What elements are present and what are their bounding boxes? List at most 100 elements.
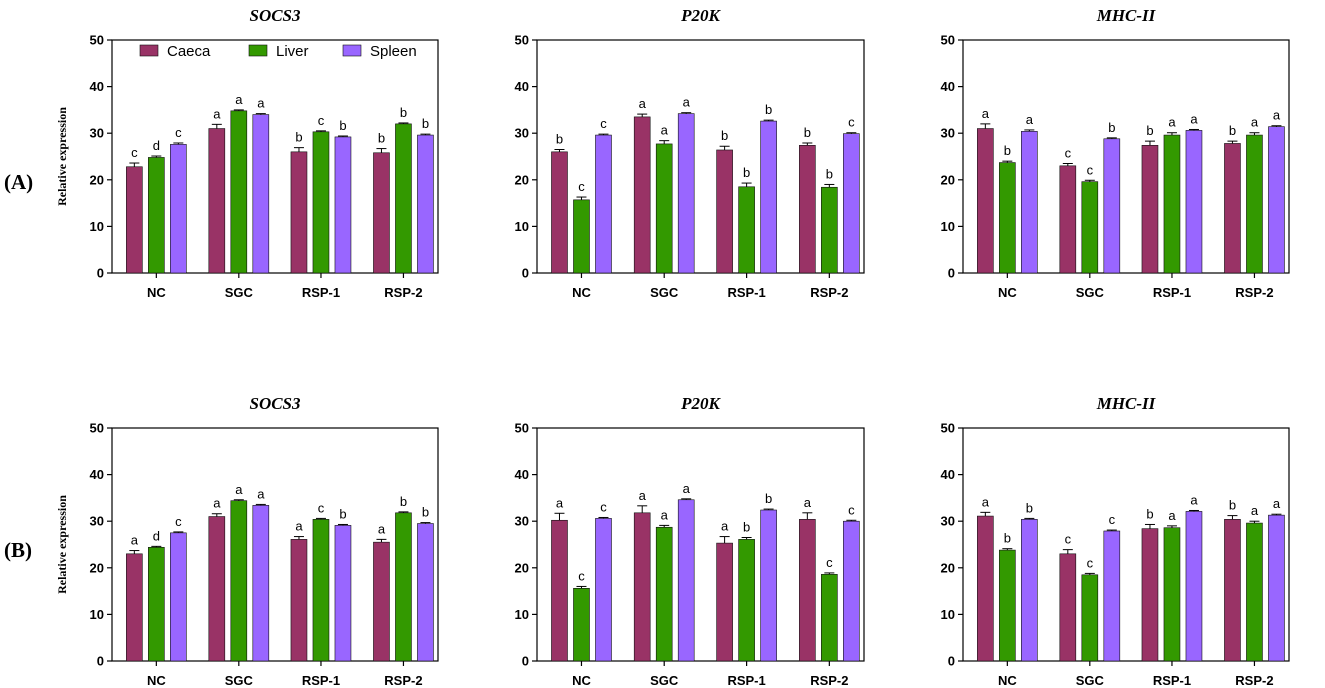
significance-letter: b	[1146, 123, 1153, 138]
bar-caeca	[633, 512, 651, 662]
significance-letter: a	[1190, 492, 1198, 507]
significance-letter: a	[257, 486, 265, 501]
category-label: RSP-2	[384, 673, 422, 688]
bar-spleen	[1268, 514, 1285, 662]
bar-caeca	[551, 151, 568, 274]
significance-letter: b	[743, 520, 750, 535]
y-tick-label: 10	[941, 607, 955, 622]
significance-letter: c	[848, 502, 855, 517]
significance-letter: a	[1273, 496, 1281, 511]
category-label: RSP-2	[810, 285, 848, 300]
bar-caeca	[977, 128, 994, 274]
significance-letter: b	[804, 125, 811, 140]
bar-liver	[148, 157, 165, 274]
significance-letter: a	[1251, 115, 1259, 130]
bar-caeca	[716, 542, 733, 662]
significance-letter: a	[1251, 503, 1259, 518]
bar-caeca	[208, 128, 226, 274]
bar-caeca	[977, 515, 994, 662]
category-label: SGC	[650, 285, 679, 300]
y-tick-label: 0	[948, 654, 955, 669]
legend-swatch-spleen	[342, 44, 362, 57]
bar-spleen	[677, 499, 695, 662]
bar-liver	[395, 123, 412, 274]
panel-label-b: (B)	[4, 538, 32, 562]
significance-letter: b	[1004, 531, 1011, 546]
category-label: NC	[998, 285, 1017, 300]
significance-letter: a	[683, 95, 691, 110]
plot-frame	[962, 427, 1290, 662]
significance-letter: b	[1108, 120, 1115, 135]
bar-liver	[821, 186, 838, 274]
significance-letter: a	[1026, 112, 1034, 127]
bar-liver	[395, 512, 412, 662]
bar-caeca	[799, 145, 816, 274]
significance-letter: c	[175, 125, 182, 140]
category-label: NC	[998, 673, 1017, 688]
bar-spleen	[677, 113, 695, 274]
significance-letter: a	[556, 495, 564, 510]
significance-letter: a	[639, 488, 647, 503]
significance-letter: a	[295, 519, 303, 534]
significance-letter: b	[422, 116, 429, 131]
y-tick-label: 50	[515, 33, 529, 48]
chart-title: MHC-II	[1096, 6, 1157, 25]
significance-letter: b	[1229, 123, 1236, 138]
bar-caeca	[633, 116, 651, 274]
significance-letter: b	[378, 131, 385, 146]
category-label: RSP-2	[1235, 285, 1273, 300]
bar-caeca	[799, 519, 816, 662]
category-label: SGC	[1076, 673, 1105, 688]
chart-title: SOCS3	[249, 394, 301, 413]
y-tick-label: 50	[941, 33, 955, 48]
chart-title: P20K	[680, 6, 721, 25]
category-label: RSP-1	[1153, 673, 1191, 688]
bar-spleen	[1185, 130, 1203, 274]
category-label: RSP-1	[1153, 285, 1191, 300]
bar-spleen	[843, 520, 860, 662]
bar-caeca	[1059, 553, 1077, 662]
significance-letter: b	[765, 491, 772, 506]
bar-spleen	[252, 505, 270, 662]
category-label: SGC	[225, 285, 254, 300]
significance-letter: c	[848, 115, 855, 130]
bar-liver	[999, 549, 1016, 662]
category-label: RSP-2	[384, 285, 422, 300]
bar-caeca	[126, 553, 143, 662]
bar-spleen	[334, 525, 352, 662]
significance-letter: c	[600, 116, 607, 131]
y-tick-label: 0	[97, 654, 104, 669]
bar-liver	[1246, 134, 1263, 274]
bar-spleen	[417, 523, 434, 662]
significance-letter: c	[1087, 555, 1094, 570]
significance-letter: a	[804, 495, 812, 510]
legend-label-liver: Liver	[276, 43, 309, 60]
bar-liver	[573, 588, 590, 662]
significance-letter: c	[318, 113, 325, 128]
bar-liver	[999, 162, 1016, 274]
legend-swatch-caeca	[139, 44, 159, 57]
bar-liver	[1163, 527, 1181, 662]
significance-letter: b	[721, 128, 728, 143]
significance-letter: b	[400, 494, 407, 509]
y-tick-label: 40	[941, 79, 955, 94]
bar-caeca	[551, 519, 568, 662]
significance-letter: b	[295, 130, 302, 145]
plot-frame	[536, 39, 865, 274]
y-axis-label: Relative expression	[55, 495, 69, 594]
y-tick-label: 40	[941, 467, 955, 482]
bar-liver	[655, 526, 673, 662]
category-label: RSP-1	[727, 285, 765, 300]
y-tick-label: 10	[90, 219, 104, 234]
bar-caeca	[1141, 528, 1159, 662]
bar-liver	[1163, 134, 1181, 274]
significance-letter: b	[556, 132, 563, 147]
plot-frame	[962, 39, 1290, 274]
category-label: NC	[147, 285, 166, 300]
chart-2: P20K01020304050NCbccSGCaaaRSP-1bbbRSP-2b…	[515, 6, 865, 300]
y-tick-label: 0	[948, 266, 955, 281]
y-tick-label: 30	[90, 514, 104, 529]
